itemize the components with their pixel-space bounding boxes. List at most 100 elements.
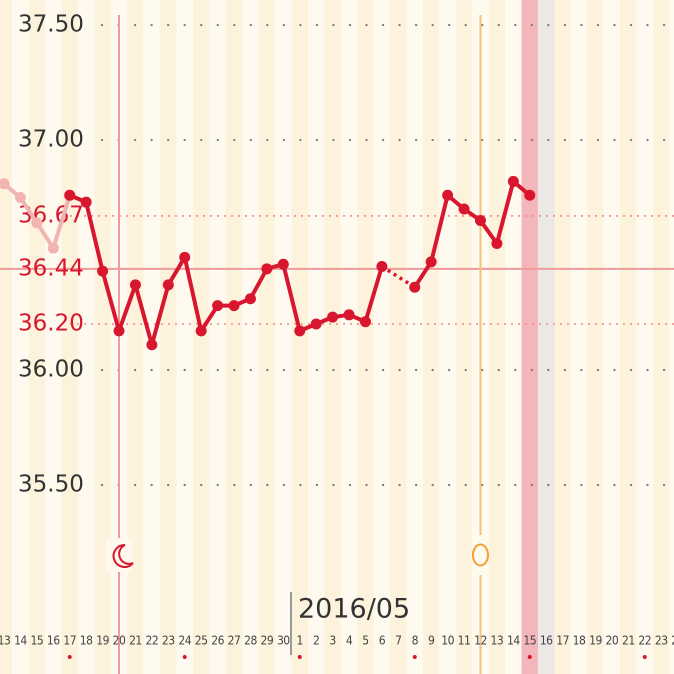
day-column [307, 0, 325, 674]
day-label: 20 [606, 634, 619, 648]
temperature-point [425, 256, 437, 268]
today-band [521, 0, 538, 674]
day-column [373, 0, 391, 674]
day-column [45, 0, 62, 674]
future-band [537, 0, 555, 674]
day-column [652, 0, 670, 674]
day-label: 15 [30, 634, 43, 648]
day-label: 17 [63, 634, 76, 648]
day-label: 22 [146, 634, 159, 648]
day-column [324, 0, 341, 674]
day-column [242, 0, 259, 674]
temperature-point [162, 279, 174, 291]
day-column [176, 0, 193, 674]
temperature-point [507, 175, 519, 187]
ref-label: 36.67 [18, 202, 84, 228]
day-label: 8 [412, 634, 419, 648]
day-column [587, 0, 604, 674]
week-dot [527, 655, 532, 659]
moon-icon [112, 543, 134, 568]
day-column [291, 0, 308, 674]
month-label: 2016/05 [298, 594, 410, 625]
day-label: 9 [428, 634, 435, 648]
temperature-point [442, 189, 454, 201]
day-column [258, 0, 276, 674]
day-column [570, 0, 588, 674]
temperature-point [14, 192, 26, 204]
day-column [455, 0, 473, 674]
ref-label: 36.20 [18, 311, 84, 337]
day-label: 22 [638, 634, 651, 648]
day-column [488, 0, 506, 674]
day-label: 13 [0, 634, 10, 648]
day-label: 4 [346, 634, 353, 648]
day-label: 18 [573, 634, 586, 648]
day-column [505, 0, 522, 674]
day-label: 1 [297, 634, 303, 648]
temperature-point [244, 293, 256, 305]
day-label: 15 [523, 634, 536, 648]
day-column [225, 0, 243, 674]
ovulation-icon [471, 543, 489, 567]
day-column [554, 0, 571, 674]
day-label: 16 [540, 634, 553, 648]
temperature-point [47, 242, 59, 254]
temperature-point [129, 279, 141, 291]
day-label: 19 [96, 634, 109, 648]
day-column [439, 0, 456, 674]
week-dot [182, 655, 187, 659]
day-label: 27 [228, 634, 241, 648]
day-label: 29 [261, 634, 274, 648]
day-column [636, 0, 653, 674]
week-dot [642, 655, 647, 659]
temperature-point [343, 309, 355, 321]
week-dot [412, 655, 417, 659]
day-column [160, 0, 177, 674]
day-label: 25 [195, 634, 208, 648]
temperature-point [474, 215, 486, 227]
temperature-point [228, 300, 240, 312]
y-tick-label: 35.50 [18, 471, 84, 497]
day-column [28, 0, 46, 674]
temperature-point [146, 339, 158, 351]
temperature-point [327, 311, 339, 323]
day-column [209, 0, 226, 674]
day-label: 17 [556, 634, 569, 648]
day-label: 14 [14, 634, 27, 648]
temperature-point [113, 325, 125, 337]
day-column [12, 0, 29, 674]
temperature-point [80, 196, 92, 208]
ref-label: 36.44 [18, 255, 84, 281]
temperature-point [359, 316, 371, 328]
temperature-point [277, 258, 289, 270]
day-label: 24 [178, 634, 191, 648]
temperature-point [294, 325, 306, 337]
day-column [406, 0, 423, 674]
day-column [143, 0, 161, 674]
day-label: 6 [379, 634, 386, 648]
day-label: 2 [313, 634, 319, 648]
day-label: 21 [622, 634, 635, 648]
day-label: 14 [507, 634, 520, 648]
day-column [357, 0, 374, 674]
day-label: 26 [211, 634, 224, 648]
day-label: 7 [395, 634, 401, 648]
day-label: 28 [244, 634, 257, 648]
temperature-point [458, 203, 470, 215]
day-column [603, 0, 621, 674]
temperature-line [413, 179, 532, 289]
day-column [340, 0, 358, 674]
day-label: 30 [277, 634, 290, 648]
day-column [127, 0, 144, 674]
temperature-point [0, 178, 10, 190]
day-label: 16 [47, 634, 60, 648]
temperature-point [195, 325, 207, 337]
y-tick-label: 37.50 [18, 12, 84, 38]
day-label: 10 [441, 634, 454, 648]
temperature-point [31, 217, 43, 229]
day-column [620, 0, 637, 674]
day-label: 23 [655, 634, 668, 648]
temperature-point [179, 251, 191, 263]
day-label: 11 [458, 634, 471, 648]
day-label: 23 [162, 634, 175, 648]
